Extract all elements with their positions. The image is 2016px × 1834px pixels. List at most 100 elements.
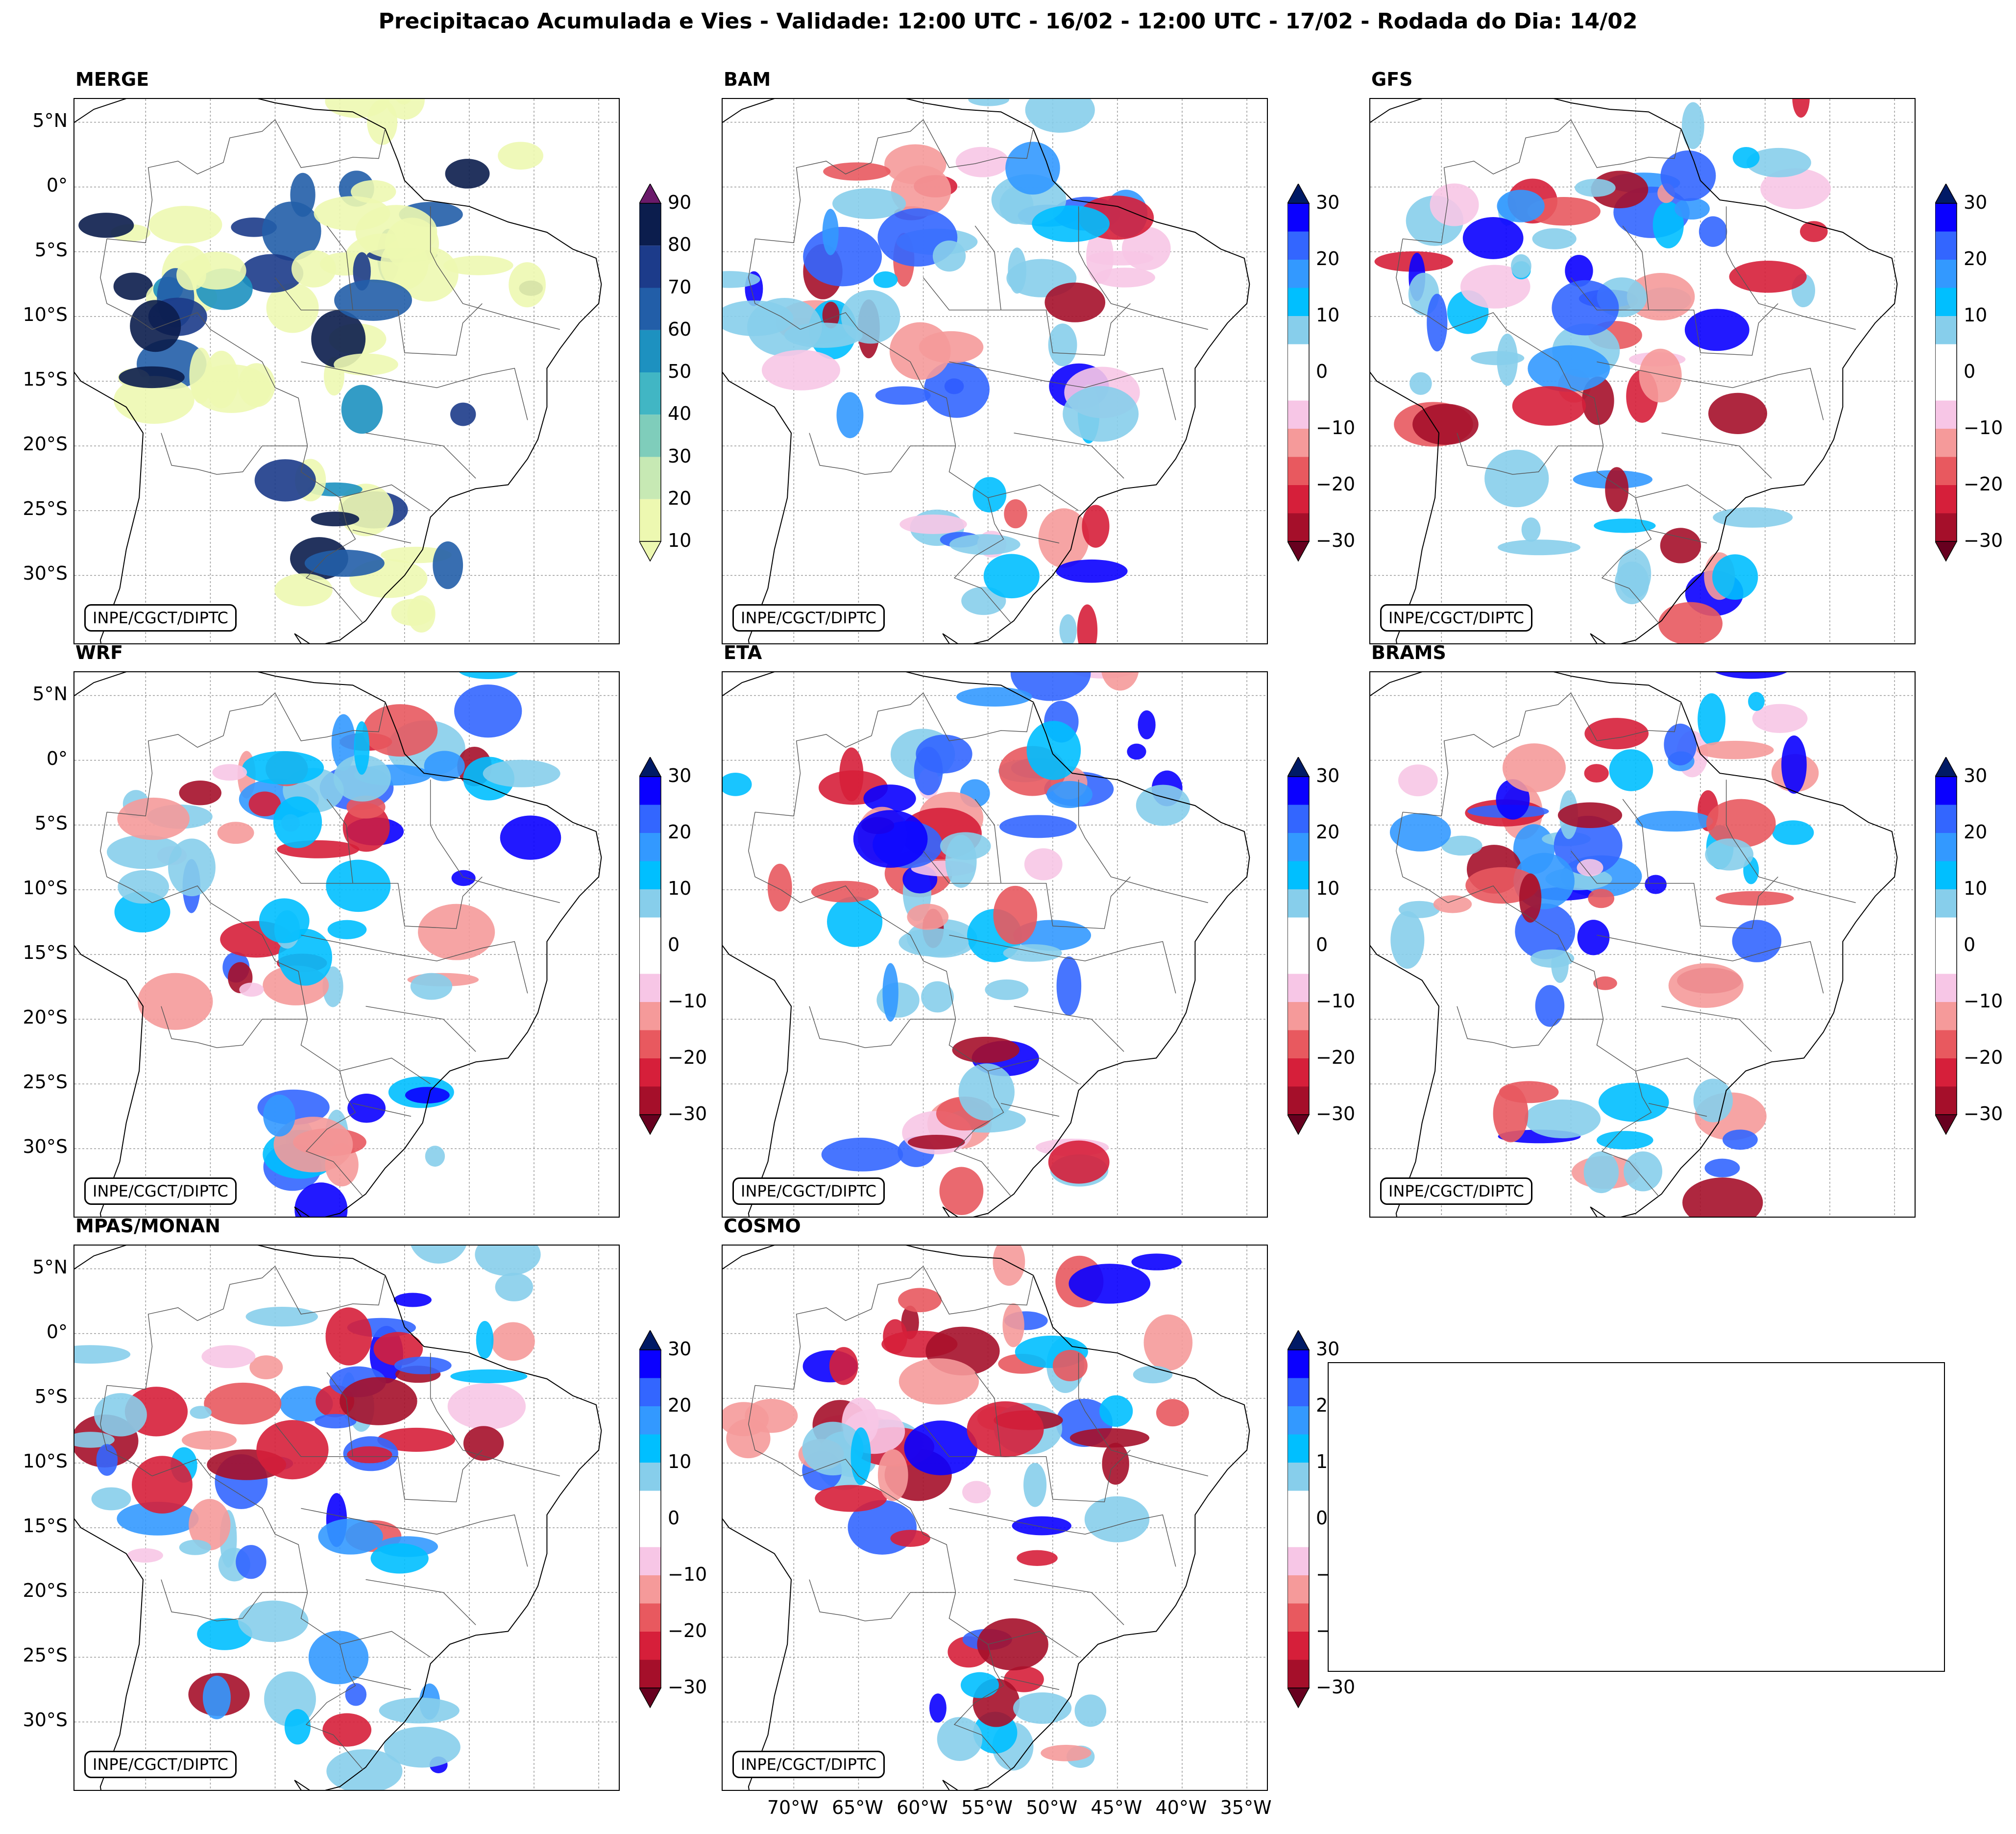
- border-line: [923, 692, 1034, 741]
- border-line: [340, 1057, 431, 1084]
- credit-label: INPE/CGCT/DIPTC: [732, 1177, 885, 1205]
- border-line: [923, 277, 1001, 311]
- coastline: [74, 99, 602, 643]
- rain-blob: [1715, 672, 1787, 679]
- rain-blob: [1660, 150, 1716, 201]
- rain-blob: [839, 747, 864, 802]
- rain-blob: [1084, 1496, 1150, 1542]
- lat-tick: 25°S: [23, 498, 68, 520]
- rain-blob: [304, 549, 385, 577]
- rain-blob: [393, 1293, 432, 1307]
- colorbar-tick: −20: [668, 1620, 707, 1641]
- rain-blob: [1715, 891, 1794, 906]
- rain-blob: [1052, 1350, 1088, 1381]
- rain-blob: [418, 904, 495, 960]
- rain-field: [74, 1246, 541, 1790]
- border-line: [988, 484, 1079, 511]
- border-line: [274, 277, 353, 311]
- colorbar-tick: 20: [1316, 248, 1340, 269]
- rain-blob: [1627, 273, 1695, 321]
- lat-tick: 20°S: [23, 1006, 68, 1028]
- rain-blob: [327, 920, 367, 939]
- rain-blob: [1008, 247, 1026, 294]
- rain-blob: [983, 554, 1040, 599]
- map-canvas: [723, 1246, 1267, 1790]
- rain-blob: [96, 1444, 118, 1476]
- colorbar-swatch: [1287, 1660, 1309, 1688]
- colorbar-tick: 70: [668, 276, 692, 298]
- rain-blob: [1584, 764, 1609, 783]
- rain-blob: [723, 773, 752, 796]
- colorbar-swatch: [1935, 485, 1957, 514]
- rain-blob: [1004, 499, 1027, 529]
- border-line: [1457, 433, 1603, 475]
- colorbar-swatch: [1935, 974, 1957, 1002]
- rain-blob: [822, 301, 840, 329]
- border-line: [352, 1103, 412, 1117]
- colorbar-swatch: [639, 1434, 661, 1463]
- rain-blob: [315, 1414, 357, 1429]
- colorbar-tick: 10: [1316, 878, 1340, 899]
- lat-tick: 15°S: [23, 941, 68, 963]
- rain-blob: [318, 1518, 383, 1555]
- rain-blob: [118, 870, 170, 904]
- border-line: [274, 119, 386, 168]
- rain-blob: [1002, 1303, 1024, 1347]
- panel-cosmo: COSMO INPE/CGCT/DIPTC 70°W 65°W 60°W 55°W 50°W…: [722, 1215, 1368, 1818]
- rain-blob: [236, 1545, 267, 1579]
- rain-blob: [1493, 1085, 1529, 1143]
- colorbar-bias: 30 20 10 0 −10 −20 −30: [1935, 184, 2016, 590]
- rain-blob: [1588, 889, 1615, 908]
- border-line: [755, 1266, 923, 1390]
- rain-blob: [1099, 1395, 1133, 1427]
- rain-blob: [841, 290, 900, 344]
- rain-blob: [1698, 693, 1725, 746]
- colorbar-swatch: [639, 889, 661, 918]
- rain-blob: [248, 791, 281, 817]
- border-line: [1661, 1006, 1772, 1052]
- lat-tick: 25°S: [23, 1644, 68, 1666]
- colorbar-extend-min: [1287, 1114, 1310, 1135]
- rain-blob: [350, 180, 396, 203]
- colorbar-extend-max: [1935, 184, 1958, 204]
- rain-blob: [1390, 911, 1425, 969]
- colorbar-swatch: [639, 1519, 661, 1547]
- rain-blob: [138, 973, 213, 1030]
- rain-blob: [1460, 265, 1530, 309]
- colorbar-swatch: [1287, 777, 1309, 805]
- rain-blob: [1138, 710, 1156, 739]
- rain-field: [1389, 672, 1819, 1217]
- colorbar-swatch: [1287, 260, 1309, 288]
- rain-blob: [347, 1446, 392, 1464]
- rain-blob: [899, 514, 967, 534]
- rain-blob: [1723, 1129, 1758, 1150]
- colorbar-swatch: [1935, 400, 1957, 429]
- rain-blob: [1133, 1366, 1173, 1384]
- rain-blob: [1101, 672, 1139, 691]
- rain-blob: [767, 863, 792, 912]
- rain-blob: [1389, 813, 1451, 852]
- panel-mpas-monan: MPAS/MONAN INPE/CGCT/DIPTC 5°N 0° 5°S 10°S 15°…: [23, 1215, 720, 1793]
- panel-eta: ETA INPE/CGCT/DIPTC 30 20 10 0 −10 −20 −30: [722, 642, 1368, 1220]
- colorbar-tick: −10: [668, 1564, 707, 1585]
- border-line: [1014, 1006, 1124, 1052]
- rain-blob: [179, 1540, 211, 1555]
- colorbar-swatch: [639, 805, 661, 833]
- border-line: [1725, 780, 1856, 903]
- colorbar-swatch: [639, 203, 661, 246]
- rain-blob: [1046, 781, 1093, 808]
- lat-tick: 20°S: [23, 433, 68, 455]
- rain-blob: [952, 1036, 1020, 1063]
- credit-label: INPE/CGCT/DIPTC: [1380, 604, 1532, 632]
- rain-blob: [929, 1693, 947, 1723]
- colorbar-swatch: [1287, 946, 1309, 974]
- rain-blob: [1497, 190, 1545, 222]
- colorbar-tick: 20: [1964, 248, 1988, 269]
- border-line: [923, 851, 1001, 884]
- colorbar-tick: −10: [668, 990, 707, 1012]
- rain-blob: [132, 1456, 193, 1514]
- rain-blob: [1102, 1443, 1129, 1485]
- rain-blob: [1596, 1131, 1653, 1149]
- rain-blob: [114, 891, 170, 933]
- rain-blob: [238, 1600, 309, 1642]
